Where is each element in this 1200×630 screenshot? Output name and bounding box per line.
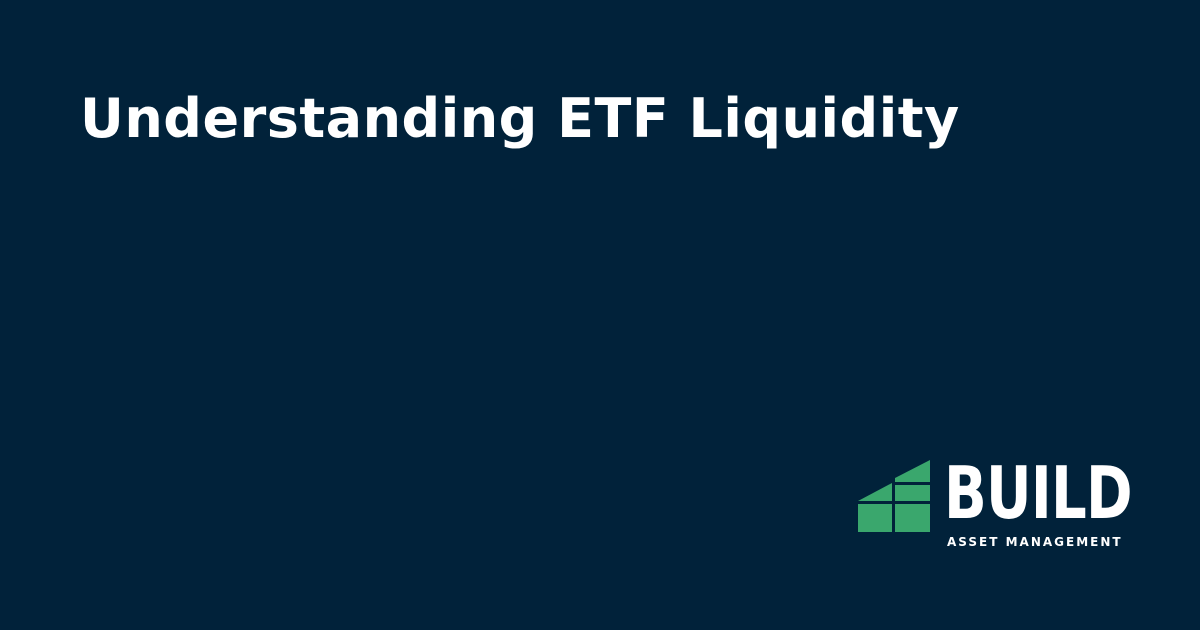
logo-wordmark: BUILD <box>944 451 1133 535</box>
page-title: Understanding ETF Liquidity <box>80 87 960 150</box>
build-asset-management-logo: BUILD ASSET MANAGEMENT <box>858 451 1133 558</box>
logo-tagline: ASSET MANAGEMENT <box>947 535 1123 549</box>
stepped-building-blocks-icon <box>858 460 930 532</box>
